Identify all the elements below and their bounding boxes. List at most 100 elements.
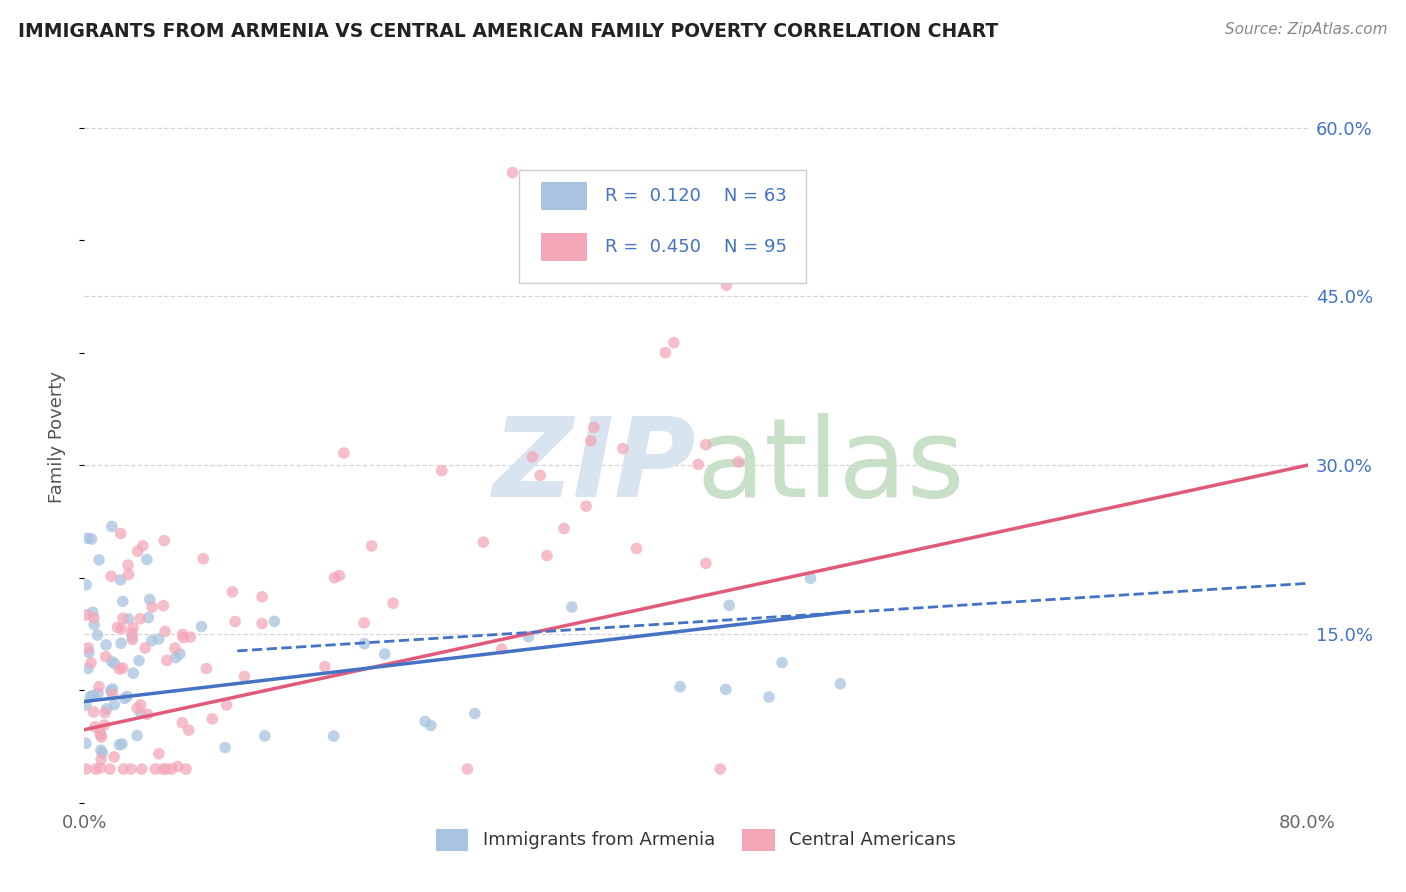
- Point: [90, 743, 112, 757]
- Point: [101, 519, 124, 533]
- Point: [224, 615, 246, 629]
- Point: [155, 762, 177, 776]
- Point: [714, 682, 737, 697]
- Point: [127, 701, 149, 715]
- Point: [141, 600, 163, 615]
- Point: [87, 686, 110, 700]
- Point: [75, 607, 97, 622]
- Point: [160, 762, 183, 776]
- Point: [107, 620, 129, 634]
- Point: [143, 762, 166, 776]
- Point: [727, 455, 749, 469]
- Point: [456, 762, 478, 776]
- Point: [250, 590, 273, 604]
- Point: [169, 647, 191, 661]
- Point: [190, 619, 212, 633]
- Point: [536, 549, 558, 563]
- Point: [121, 632, 143, 647]
- Text: R =  0.120    N = 63: R = 0.120 N = 63: [606, 186, 787, 204]
- Point: [82, 705, 104, 719]
- Point: [111, 737, 134, 751]
- Point: [82, 689, 104, 703]
- Point: [716, 278, 738, 293]
- Point: [156, 653, 179, 667]
- Point: [111, 661, 134, 675]
- Point: [148, 747, 170, 761]
- Point: [221, 585, 243, 599]
- Point: [328, 568, 350, 582]
- Point: [121, 625, 143, 640]
- Point: [100, 569, 122, 583]
- Point: [626, 541, 648, 556]
- Point: [103, 698, 125, 712]
- Point: [90, 730, 112, 744]
- Point: [662, 335, 685, 350]
- Point: [132, 539, 155, 553]
- Point: [129, 698, 152, 712]
- Point: [122, 621, 145, 635]
- Point: [110, 573, 132, 587]
- Point: [323, 571, 346, 585]
- Point: [709, 762, 731, 776]
- Point: [87, 680, 110, 694]
- Point: [517, 630, 540, 644]
- Point: [353, 637, 375, 651]
- Point: [127, 729, 149, 743]
- Point: [830, 677, 852, 691]
- Point: [688, 458, 710, 472]
- Point: [253, 729, 276, 743]
- Point: [139, 592, 162, 607]
- Point: [89, 725, 111, 739]
- Point: [374, 647, 396, 661]
- Point: [112, 762, 135, 776]
- Point: [695, 556, 717, 570]
- Point: [101, 681, 124, 696]
- Point: [134, 640, 156, 655]
- Point: [529, 468, 551, 483]
- Point: [172, 627, 194, 641]
- Point: [114, 691, 136, 706]
- Point: [148, 632, 170, 646]
- Point: [75, 698, 97, 712]
- Point: [153, 533, 176, 548]
- Y-axis label: Family Poverty: Family Poverty: [48, 371, 66, 503]
- Point: [360, 539, 382, 553]
- Point: [195, 662, 218, 676]
- Point: [96, 702, 118, 716]
- Point: [83, 617, 105, 632]
- Point: [101, 687, 124, 701]
- Point: [110, 636, 132, 650]
- Point: [233, 669, 256, 683]
- Point: [89, 761, 111, 775]
- Point: [93, 718, 115, 732]
- Point: [215, 698, 238, 712]
- Point: [120, 762, 142, 776]
- Point: [75, 578, 97, 592]
- FancyBboxPatch shape: [541, 182, 588, 210]
- Point: [128, 654, 150, 668]
- Point: [127, 544, 149, 558]
- Text: IMMIGRANTS FROM ARMENIA VS CENTRAL AMERICAN FAMILY POVERTY CORRELATION CHART: IMMIGRANTS FROM ARMENIA VS CENTRAL AMERI…: [18, 22, 998, 41]
- Point: [121, 630, 143, 644]
- Point: [94, 706, 117, 720]
- Point: [94, 638, 117, 652]
- Point: [135, 552, 157, 566]
- Point: [464, 706, 486, 721]
- Point: [167, 759, 190, 773]
- Point: [152, 599, 174, 613]
- Point: [117, 612, 139, 626]
- Point: [77, 640, 100, 655]
- FancyBboxPatch shape: [519, 170, 806, 284]
- Point: [472, 535, 495, 549]
- Point: [91, 746, 114, 760]
- Point: [654, 345, 676, 359]
- Point: [669, 680, 692, 694]
- Point: [177, 723, 200, 738]
- Point: [111, 611, 134, 625]
- Point: [333, 446, 356, 460]
- Point: [263, 615, 285, 629]
- Point: [79, 690, 101, 704]
- Point: [214, 740, 236, 755]
- Point: [87, 553, 110, 567]
- Point: [90, 728, 112, 742]
